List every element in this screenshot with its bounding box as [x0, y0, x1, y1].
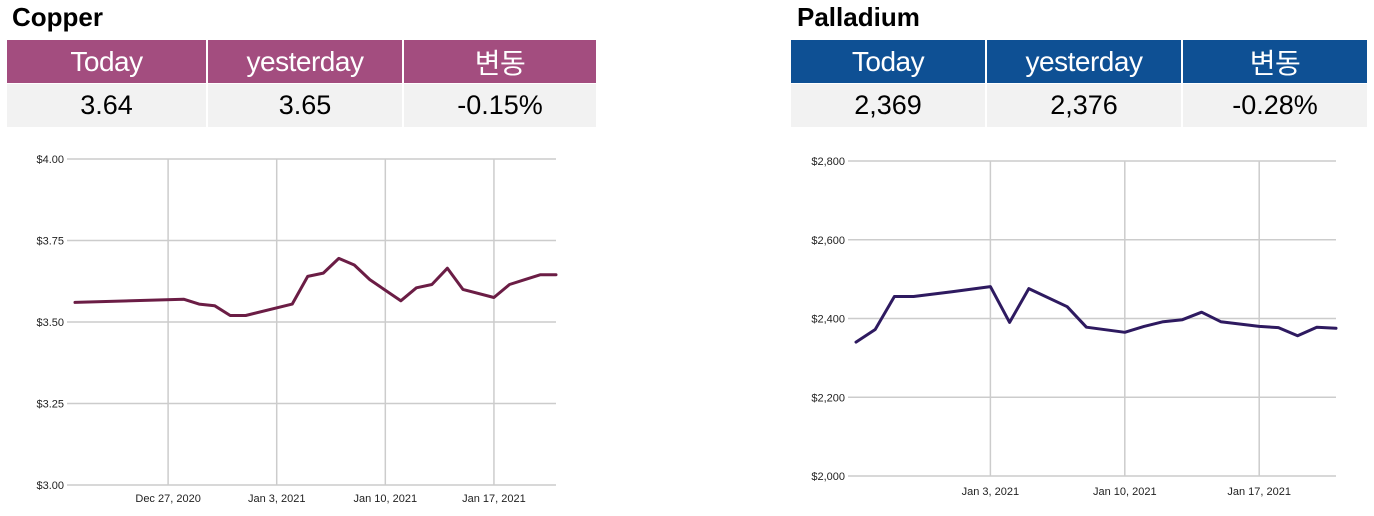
copper-line-chart: $3.00 $3.25 $3.50 $3.75 $4.00 Dec 27, 2020 Jan… — [36, 154, 558, 505]
y-tick-label: $3.25 — [36, 399, 64, 411]
value-change: -0.28% — [1181, 83, 1367, 127]
value-yesterday: 3.65 — [206, 83, 402, 127]
col-change: 변동 — [1181, 40, 1367, 83]
col-yesterday: yesterday — [206, 40, 402, 83]
x-tick-label: Jan 17, 2021 — [1227, 486, 1291, 498]
x-tick-label: Jan 17, 2021 — [462, 493, 526, 505]
panel-title: Copper — [12, 2, 103, 32]
x-tick-label: Dec 27, 2020 — [135, 493, 200, 505]
price-table-header: Today yesterday 변동 — [7, 40, 596, 83]
x-tick-label: Jan 3, 2021 — [248, 493, 306, 505]
y-tick-label: $3.50 — [36, 317, 64, 329]
value-today: 2,369 — [791, 83, 985, 127]
x-tick-label: Jan 10, 2021 — [354, 493, 418, 505]
y-tick-label: $2,200 — [811, 392, 845, 404]
y-tick-label: $2,400 — [811, 314, 845, 326]
price-table-row: 2,369 2,376 -0.28% — [791, 83, 1367, 127]
y-tick-label: $2,000 — [811, 471, 845, 483]
x-tick-label: Jan 10, 2021 — [1093, 486, 1157, 498]
col-today: Today — [791, 40, 985, 83]
palladium-line-chart: $2,000 $2,200 $2,400 $2,600 $2,800 Jan 3, 202… — [811, 156, 1338, 498]
series-line — [73, 256, 558, 317]
col-today: Today — [7, 40, 206, 83]
price-table-header: Today yesterday 변동 — [791, 40, 1367, 83]
price-table: Today yesterday 변동 2,369 2,376 -0.28% — [791, 40, 1367, 127]
series-line — [854, 285, 1338, 344]
x-tick-label: Jan 3, 2021 — [962, 486, 1020, 498]
y-tick-label: $2,600 — [811, 235, 845, 247]
value-yesterday: 2,376 — [985, 83, 1181, 127]
value-today: 3.64 — [7, 83, 206, 127]
price-table-row: 3.64 3.65 -0.15% — [7, 83, 596, 127]
y-tick-label: $3.00 — [36, 480, 64, 492]
price-table: Today yesterday 변동 3.64 3.65 -0.15% — [7, 40, 596, 127]
y-tick-label: $3.75 — [36, 236, 64, 248]
y-tick-label: $2,800 — [811, 156, 845, 168]
panel-title: Palladium — [797, 2, 920, 32]
value-change: -0.15% — [402, 83, 596, 127]
col-change: 변동 — [402, 40, 596, 83]
y-tick-label: $4.00 — [36, 154, 64, 166]
col-yesterday: yesterday — [985, 40, 1181, 83]
